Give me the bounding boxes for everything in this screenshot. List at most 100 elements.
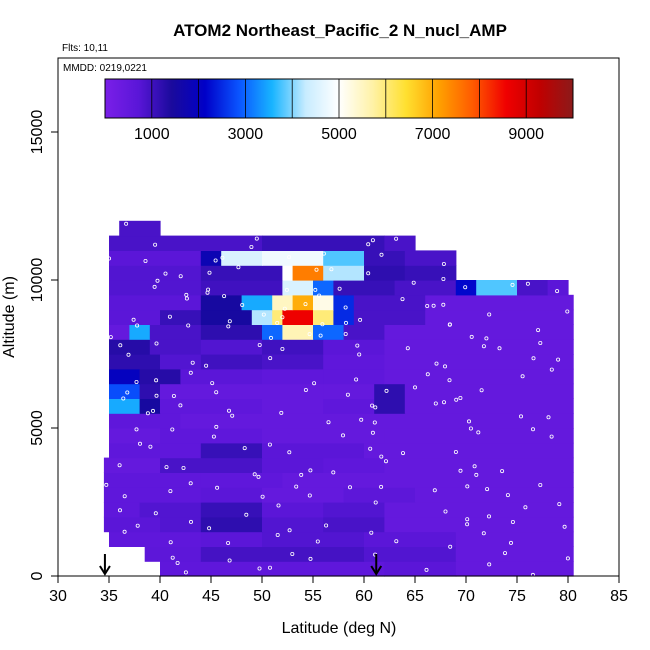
sample-dot: [370, 238, 375, 243]
sample-dot: [267, 565, 272, 570]
sample-dot: [432, 488, 437, 493]
heatmap-cell: [282, 324, 314, 340]
sample-dot: [355, 343, 360, 348]
heatmap-cell: [221, 250, 263, 266]
sample-dot: [242, 446, 247, 451]
sample-dot: [453, 449, 458, 454]
x-tick-label: 85: [610, 588, 628, 605]
heatmap-cell: [262, 502, 324, 518]
heatmap-cell: [109, 354, 161, 370]
sample-dot: [538, 482, 543, 487]
heatmap-cell: [160, 309, 202, 325]
sample-dot: [317, 293, 322, 298]
heatmap-cell: [129, 324, 151, 340]
sample-dot: [372, 420, 377, 425]
sample-dot: [137, 441, 142, 446]
sample-dot: [154, 341, 159, 346]
heatmap-cell: [384, 354, 574, 370]
heatmap-cell: [323, 250, 365, 266]
heatmap-cell: [262, 354, 324, 370]
x-tick-label: 55: [304, 588, 322, 605]
heatmap-cell: [364, 546, 457, 562]
sample-dot: [126, 352, 131, 357]
heatmap-cell: [160, 354, 202, 370]
sample-dot: [549, 434, 554, 439]
sample-dot: [211, 434, 216, 439]
heatmap-cell: [262, 368, 324, 385]
flight-arrows: [99, 554, 383, 576]
heatmap-cell: [251, 309, 273, 325]
heatmap-cell: [384, 516, 574, 533]
sample-dot: [379, 484, 384, 489]
sample-dot: [463, 285, 468, 290]
sample-dot: [220, 255, 225, 260]
sample-dot: [500, 469, 505, 474]
sample-dot: [505, 493, 510, 498]
sample-dot: [318, 333, 323, 338]
sample-dot: [205, 290, 210, 295]
sample-dot: [549, 367, 554, 372]
sample-dot: [411, 280, 416, 285]
sample-dot: [150, 408, 155, 413]
x-tick-label: 80: [559, 588, 577, 605]
sample-dot: [188, 519, 193, 524]
heatmap-cell: [144, 546, 202, 562]
sample-dot: [244, 512, 249, 517]
sample-dot: [135, 523, 140, 528]
sample-dot: [184, 292, 189, 297]
sample-dot: [121, 396, 126, 401]
sample-dot: [383, 459, 388, 464]
heatmap-cell: [109, 265, 202, 281]
sample-dot: [536, 328, 541, 333]
heatmap-cell: [323, 398, 375, 414]
sample-dot: [379, 252, 384, 257]
heatmap-cell: [109, 280, 202, 296]
heatmap-cell: [272, 294, 294, 311]
sample-dot: [370, 403, 375, 408]
sample-dot: [275, 533, 280, 538]
heatmap-cell: [425, 309, 574, 325]
sample-dot: [134, 427, 139, 432]
sample-dot: [447, 378, 452, 383]
heatmap-cell: [313, 280, 334, 296]
heatmap-cell: [455, 561, 574, 577]
heatmap-cell: [262, 516, 324, 533]
sample-dot: [178, 403, 183, 408]
heatmap-cell: [517, 280, 549, 296]
heatmap-cell: [384, 339, 574, 355]
heatmap-cell: [241, 294, 273, 311]
y-tick-label: 5000: [29, 410, 46, 446]
sample-dot: [468, 426, 473, 431]
heatmap-cell: [200, 442, 263, 459]
x-tick-label: 45: [202, 588, 220, 605]
sample-dot: [497, 346, 502, 351]
heatmap-cell: [384, 428, 574, 444]
y-tick-label: 10000: [29, 258, 46, 303]
sample-dot: [164, 465, 169, 470]
heatmap-cell: [394, 280, 457, 296]
heatmap-cell: [109, 398, 141, 414]
heatmap-cell: [323, 516, 385, 533]
heatmap-cell: [323, 383, 375, 399]
heatmap-cell: [476, 280, 518, 296]
heatmap-cell: [455, 280, 477, 296]
heatmap-cell: [323, 265, 365, 281]
colorbar-tick-label: 5000: [321, 126, 357, 143]
heatmap-cell: [343, 487, 416, 503]
sample-dot: [486, 514, 491, 519]
sample-dot: [260, 494, 265, 499]
heatmap-cell: [282, 265, 294, 281]
heatmap-cell: [103, 457, 161, 473]
heatmap-cell: [180, 413, 263, 429]
sample-dot: [510, 520, 515, 525]
heatmap-cell: [160, 428, 263, 444]
heatmap-cell: [109, 294, 202, 311]
sample-dot: [303, 387, 308, 392]
sample-dot: [230, 413, 235, 418]
heatmap-cell: [343, 324, 385, 340]
heatmap-cell: [139, 502, 202, 518]
sample-dot: [441, 261, 446, 266]
sample-dot: [257, 566, 262, 571]
sample-dot: [557, 502, 562, 507]
